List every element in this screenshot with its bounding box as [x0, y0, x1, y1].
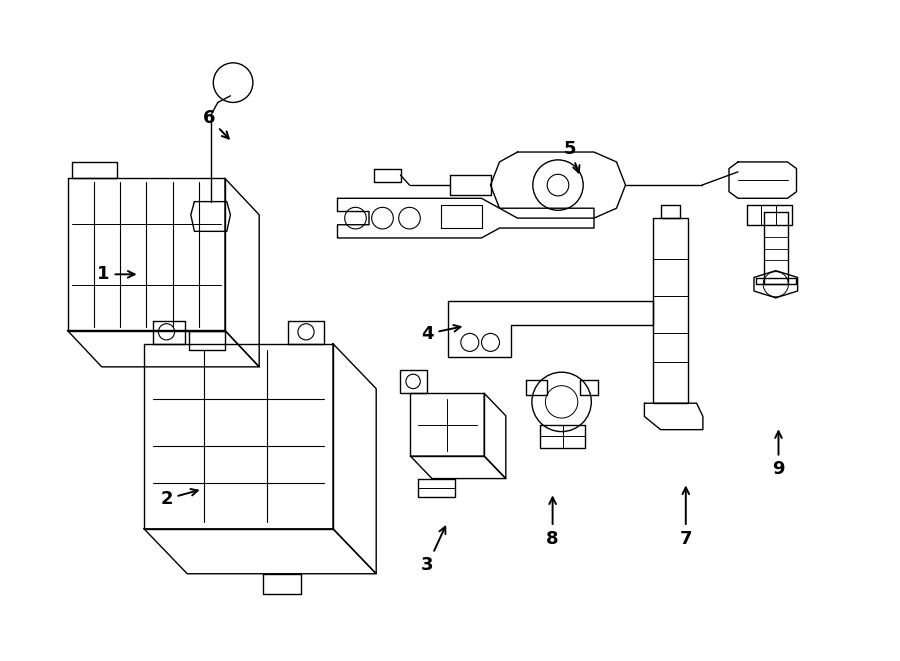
Text: 4: 4 [421, 325, 461, 343]
Text: 5: 5 [563, 139, 580, 173]
Text: 2: 2 [160, 489, 198, 508]
Text: 3: 3 [421, 527, 446, 574]
Text: 1: 1 [97, 265, 134, 284]
Text: 8: 8 [546, 497, 559, 548]
Text: 6: 6 [202, 108, 229, 139]
Text: 9: 9 [772, 431, 785, 479]
Text: 7: 7 [680, 487, 692, 548]
